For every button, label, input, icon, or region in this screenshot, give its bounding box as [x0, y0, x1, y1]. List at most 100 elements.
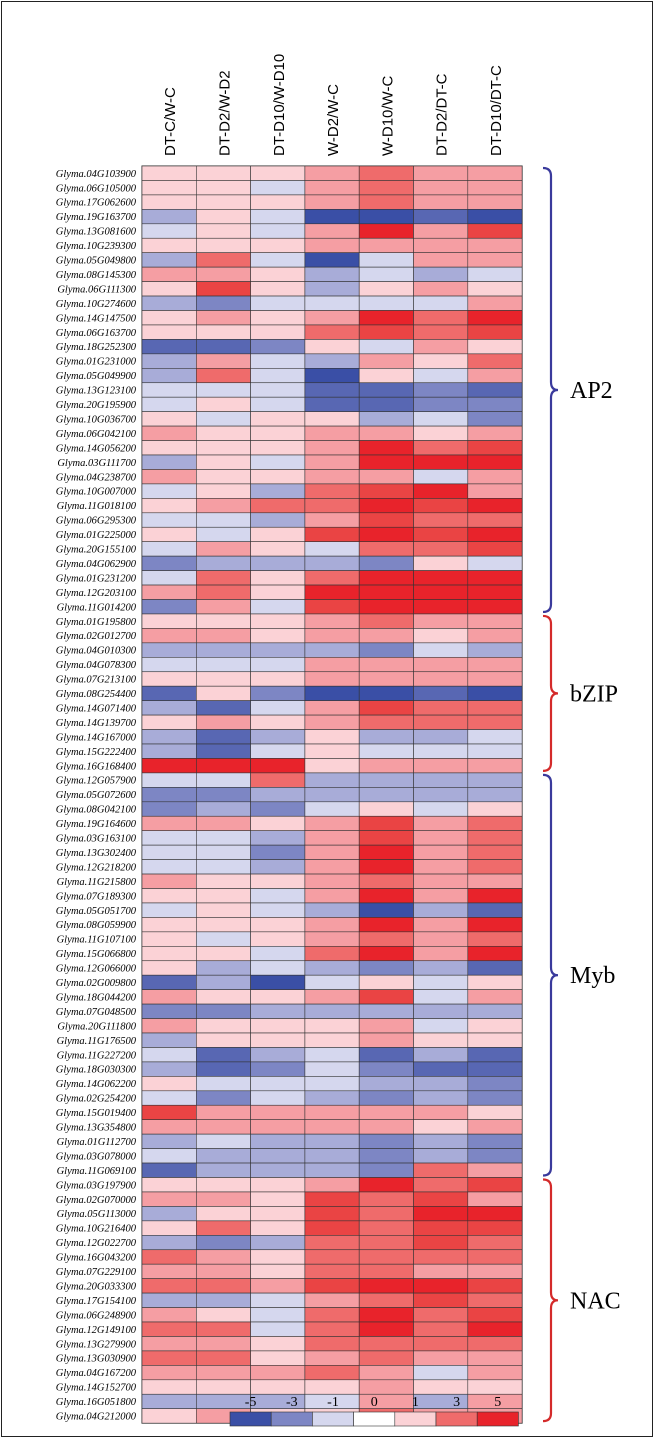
row-label: Glyma.13G123100 [56, 386, 137, 397]
heatmap-cell [304, 671, 360, 687]
heatmap-cell [196, 555, 251, 571]
heatmap-cell [196, 469, 251, 485]
row-label: Glyma.04G010300 [56, 646, 137, 657]
heatmap-cell [413, 180, 469, 196]
heatmap-cell [196, 1393, 251, 1409]
heatmap-cell [250, 1321, 306, 1337]
heatmap-cell [304, 815, 360, 831]
heatmap-cell [196, 888, 251, 904]
heatmap-cell [358, 1032, 414, 1048]
heatmap-cell [467, 917, 523, 933]
heatmap-cell [196, 772, 251, 788]
heatmap-cell [196, 310, 251, 326]
heatmap-cell [250, 1090, 306, 1106]
heatmap-cell [413, 599, 469, 615]
heatmap-cell [413, 1292, 469, 1308]
heatmap-cell [250, 729, 306, 745]
heatmap-cell [467, 613, 523, 629]
heatmap-cell [196, 194, 251, 210]
heatmap-cell [467, 1263, 523, 1279]
heatmap-cell [358, 237, 414, 253]
heatmap-cell [304, 729, 360, 745]
row-label: Glyma.13G279900 [56, 1339, 137, 1350]
heatmap-cell [250, 1365, 306, 1381]
heatmap-cell [196, 382, 251, 398]
heatmap-cell [358, 1235, 414, 1251]
heatmap-cell [467, 931, 523, 947]
heatmap-cell [358, 1263, 414, 1279]
column-label: W-D2/W-C [325, 84, 342, 156]
heatmap-cell [467, 960, 523, 976]
heatmap-cell [467, 844, 523, 860]
heatmap-cell [141, 295, 197, 311]
legend-swatch [476, 1411, 519, 1427]
heatmap-cell [413, 960, 469, 976]
heatmap-cell [358, 772, 414, 788]
heatmap-cell [358, 498, 414, 514]
legend-tick-label: 3 [453, 1395, 460, 1410]
column-label: DT-D2/DT-C [434, 73, 451, 156]
heatmap-cell [413, 1307, 469, 1323]
legend-swatch [435, 1411, 478, 1427]
heatmap-cell [358, 454, 414, 470]
heatmap-cell [304, 859, 360, 875]
heatmap-cell [250, 1278, 306, 1294]
row-label: Glyma.20G155100 [56, 545, 137, 556]
heatmap-cell [413, 454, 469, 470]
row-label: Glyma.07G048500 [56, 1007, 137, 1018]
heatmap-cell [141, 1350, 197, 1366]
heatmap-cell [358, 396, 414, 412]
heatmap-cell [250, 888, 306, 904]
row-label: Glyma.20G033300 [56, 1281, 137, 1292]
heatmap-cell [467, 1292, 523, 1308]
heatmap-cell [141, 498, 197, 514]
heatmap-cell [467, 1336, 523, 1352]
heatmap-cell [141, 1263, 197, 1279]
heatmap-cell [304, 888, 360, 904]
heatmap-cell [413, 815, 469, 831]
heatmap-cell [141, 512, 197, 528]
heatmap-cell [250, 584, 306, 600]
heatmap-cell [250, 526, 306, 542]
heatmap-cell [304, 628, 360, 644]
heatmap-cell [250, 295, 306, 311]
heatmap-cell [196, 367, 251, 384]
heatmap-cell [304, 1321, 360, 1337]
heatmap-cell [196, 787, 251, 803]
heatmap-cell [196, 165, 251, 181]
heatmap-cell [358, 960, 414, 976]
row-label: Glyma.15G066800 [56, 949, 137, 960]
row-label: Glyma.10G036700 [56, 414, 137, 425]
heatmap-cell [250, 945, 306, 962]
heatmap-cell [413, 425, 469, 441]
heatmap-cell [196, 1336, 251, 1352]
heatmap-cell [141, 584, 197, 600]
heatmap-cell [358, 873, 414, 889]
heatmap-cell [413, 310, 469, 326]
heatmap-cell [358, 367, 414, 384]
heatmap-cell [413, 411, 469, 427]
heatmap-cell [413, 989, 469, 1005]
heatmap-cell [250, 1133, 306, 1149]
legend-tick-label: -3 [286, 1395, 298, 1410]
heatmap-cell [304, 1104, 360, 1120]
heatmap-cell [358, 902, 414, 918]
heatmap-cell [358, 223, 414, 239]
heatmap-cell [358, 1090, 414, 1106]
heatmap-cell [304, 960, 360, 976]
heatmap-cell [196, 411, 251, 427]
heatmap-cell [467, 685, 523, 701]
heatmap-cell [196, 671, 251, 687]
heatmap-cell [304, 1090, 360, 1106]
heatmap-cell [358, 1292, 414, 1308]
heatmap-cell [141, 209, 197, 225]
heatmap-cell [413, 628, 469, 644]
heatmap-cell [467, 1148, 523, 1164]
heatmap-cell [250, 758, 306, 774]
heatmap-cell [358, 483, 414, 499]
heatmap-cell [467, 628, 523, 644]
heatmap-cell [141, 1220, 197, 1236]
heatmap-cell [467, 1249, 523, 1265]
heatmap-cell [250, 873, 306, 889]
